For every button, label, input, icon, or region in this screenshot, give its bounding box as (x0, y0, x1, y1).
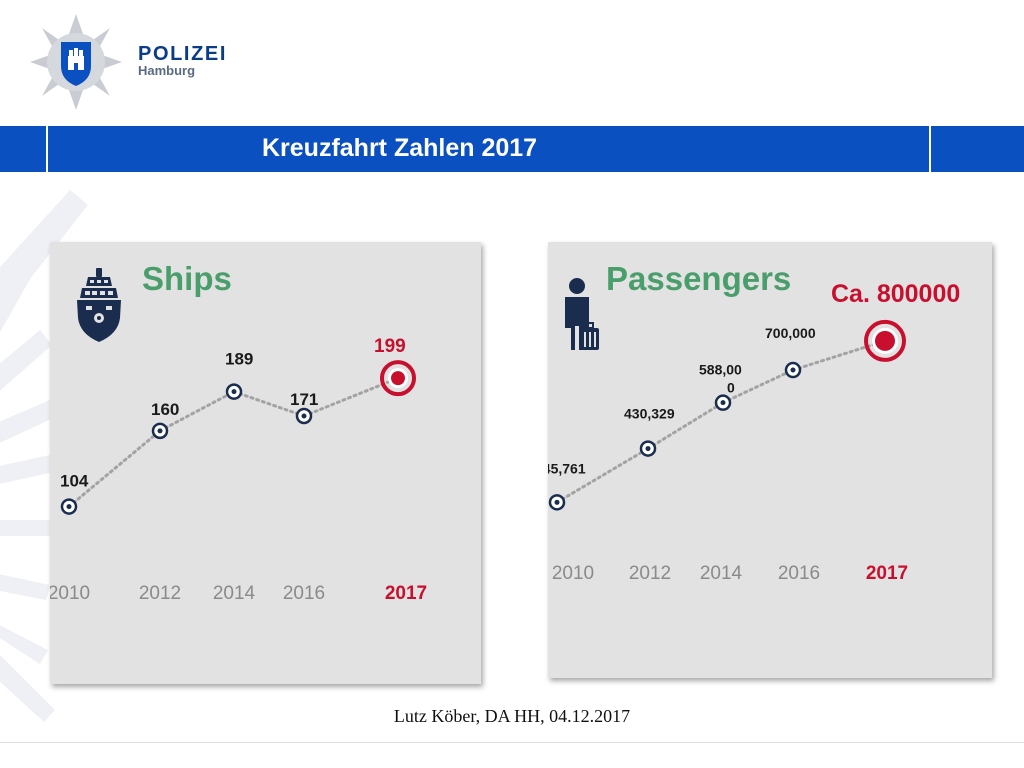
ships-data-point (60, 498, 78, 515)
ships-chart-title: Ships (142, 260, 232, 297)
page-title: Kreuzfahrt Zahlen 2017 (262, 134, 538, 162)
ships-value-label: 171 (290, 390, 318, 409)
label-line: 104 (60, 472, 89, 491)
passengers-chart-title: Passengers (606, 260, 791, 297)
point-center (157, 428, 163, 434)
footer-credit: Lutz Köber, DA HH, 04.12.2017 (393, 706, 631, 726)
ships-value-label: 199 (374, 336, 406, 357)
passengers-data-point (784, 361, 802, 379)
ships-data-point (225, 383, 243, 400)
label-line: 0 (727, 380, 735, 396)
label-line: 700,000 (765, 325, 816, 341)
label-line: 189 (225, 350, 253, 369)
passengers-target-marker (864, 319, 906, 362)
passengers-year-label: 2010 (552, 563, 594, 584)
ships-chart: Ships 104 160 189 171 199 2010 2012 2014 2016 201… (50, 260, 427, 604)
footer-divider (0, 742, 1024, 743)
ships-value-label: 104 (60, 472, 89, 491)
label-line: 430,329 (624, 406, 675, 422)
point-center (790, 367, 796, 373)
label-line: 245,761 (548, 460, 586, 476)
passengers-data-point (639, 440, 657, 457)
ships-data-point (295, 407, 313, 425)
point-center (66, 504, 72, 510)
traveller-luggage-icon (565, 278, 599, 350)
ships-data-point (151, 422, 169, 440)
ships-year-label: 2017 (385, 583, 427, 604)
ships-year-label: 2010 (50, 583, 90, 604)
banner-divider (46, 126, 48, 172)
ships-year-label: 2012 (139, 583, 181, 604)
point-center (554, 499, 560, 505)
passengers-value-label: 430,329 (624, 406, 675, 422)
ships-panel: Ships 104 160 189 171 199 2010 2012 2014 2016 201… (50, 242, 481, 684)
point-center (720, 400, 726, 406)
passengers-trend-segment (721, 368, 795, 405)
passengers-trend-segment (555, 447, 650, 504)
target-ring (380, 360, 416, 397)
passengers-trend-segment (646, 401, 725, 451)
passengers-value-label: 245,761 (548, 460, 586, 476)
label-line: 588,00 (699, 362, 742, 378)
passengers-year-label: 2014 (700, 563, 743, 584)
ships-year-label: 2014 (213, 583, 256, 604)
point-center (301, 413, 307, 419)
passengers-year-label: 2012 (629, 563, 671, 584)
passengers-data-point (714, 394, 732, 411)
target-ring (864, 319, 906, 362)
target-center (875, 330, 895, 351)
ships-value-label: 189 (225, 350, 253, 369)
passengers-data-point (548, 494, 566, 511)
title-banner (0, 126, 1024, 172)
point-center (645, 446, 651, 452)
ships-target-marker (380, 360, 416, 397)
passengers-year-label: 2016 (778, 563, 820, 584)
target-center (391, 371, 405, 386)
label-line: 160 (151, 400, 179, 419)
ships-year-label: 2016 (283, 583, 325, 604)
passengers-chart: Passengers Ca. 800000 245,761 430,329 588,… (548, 260, 960, 584)
ships-value-label: 160 (151, 400, 179, 419)
point-center (231, 389, 237, 395)
passengers-trend-segment (791, 339, 887, 372)
passengers-value-label: 588,00 0 (699, 362, 742, 396)
label-line: 171 (290, 390, 318, 409)
ships-trend-segment (67, 429, 162, 509)
brand-title: POLIZEI (138, 43, 227, 65)
passengers-estimate-label: Ca. 800000 (831, 280, 960, 308)
label-line: 199 (374, 336, 406, 357)
passengers-year-label: 2017 (866, 563, 908, 584)
brand: POLIZEI Hamburg (138, 44, 227, 78)
passengers-panel: Passengers Ca. 800000 245,761 430,329 588,… (548, 242, 992, 678)
ships-trend-segment (232, 390, 306, 418)
banner-divider (929, 126, 931, 172)
police-star-logo (30, 14, 122, 110)
passengers-value-label: 700,000 (765, 325, 816, 341)
cruise-ship-icon (77, 268, 121, 342)
brand-subtitle: Hamburg (138, 63, 196, 78)
ships-trend-segment (158, 390, 236, 433)
